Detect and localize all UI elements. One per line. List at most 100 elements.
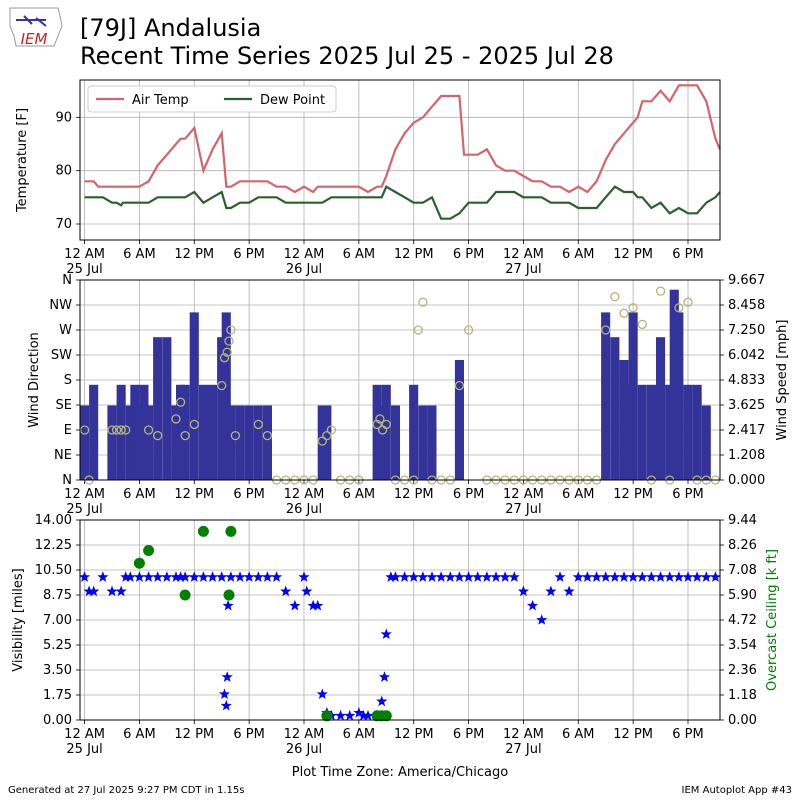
wind-speed-bar bbox=[628, 312, 638, 480]
visibility-star-marker bbox=[88, 585, 100, 597]
temp-series-line-0 bbox=[84, 84, 722, 194]
generated-footer: Generated at 27 Jul 2025 9:27 PM CDT in … bbox=[8, 785, 245, 796]
visibility-star-marker bbox=[133, 571, 146, 582]
visibility-star-marker bbox=[444, 571, 456, 582]
temp-y-axis-label: Temperature [F] bbox=[15, 108, 30, 213]
visibility-star-marker bbox=[435, 571, 447, 582]
ceiling-marker bbox=[225, 525, 237, 537]
visibility-star-marker bbox=[517, 585, 530, 597]
visibility-star-marker bbox=[261, 571, 274, 582]
vis-y2-tick-label: 0.00 bbox=[728, 713, 757, 728]
wind-direction-marker bbox=[418, 297, 428, 307]
wind-direction-marker bbox=[253, 419, 263, 430]
visibility-star-marker bbox=[563, 585, 575, 597]
visibility-star-marker bbox=[124, 571, 136, 582]
wind-x-date-label: 25 Jul bbox=[66, 502, 102, 517]
wind-speed-bar bbox=[317, 405, 327, 480]
temp-x-tick-label: 6 AM bbox=[343, 247, 376, 262]
wind-y-tick-label: SE bbox=[56, 398, 72, 413]
ceiling-marker bbox=[179, 589, 191, 601]
visibility-star-marker bbox=[376, 695, 388, 707]
temp-x-date-label: 27 Jul bbox=[505, 262, 541, 277]
visibility-star-marker bbox=[221, 671, 233, 682]
wind-x-tick-label: 12 PM bbox=[613, 487, 653, 502]
vis-y-tick-label: 8.75 bbox=[43, 588, 72, 603]
wind-speed-bar bbox=[217, 337, 227, 480]
visibility-star-marker bbox=[481, 571, 493, 582]
wind-y2-tick-label: 2.417 bbox=[728, 423, 765, 438]
visibility-star-marker bbox=[106, 585, 118, 597]
wind-direction-marker bbox=[463, 325, 474, 335]
temp-plot-border bbox=[79, 79, 721, 241]
vis-y-axis-label: Visibility [miles] bbox=[11, 568, 26, 671]
wind-speed-bar bbox=[619, 360, 629, 480]
wind-direction-marker bbox=[175, 397, 186, 407]
wind-speed-bar bbox=[198, 384, 208, 480]
visibility-star-marker bbox=[380, 628, 392, 639]
vis-x-date-label: 27 Jul bbox=[505, 742, 541, 757]
wind-direction-marker bbox=[372, 419, 382, 430]
wind-direction-marker bbox=[107, 425, 117, 435]
wind-speed-bar bbox=[454, 360, 464, 480]
temp-series-line-1 bbox=[84, 185, 721, 220]
wind-speed-bar bbox=[624, 384, 634, 480]
wind-x-tick-label: 12 AM bbox=[284, 487, 325, 502]
visibility-star-marker bbox=[654, 571, 667, 582]
wind-direction-marker bbox=[317, 436, 327, 446]
visibility-star-marker bbox=[206, 571, 219, 582]
wind-speed-bar bbox=[418, 405, 428, 480]
visibility-star-marker bbox=[462, 571, 475, 582]
vis-y2-tick-label: 4.72 bbox=[728, 613, 757, 628]
wind-direction-marker bbox=[326, 425, 337, 435]
vis-x-tick-label: 6 AM bbox=[123, 727, 156, 742]
wind-speed-bar bbox=[89, 384, 99, 480]
visibility-star-marker bbox=[97, 571, 109, 582]
wind-direction-marker bbox=[219, 353, 230, 363]
wind-x-tick-label: 6 AM bbox=[123, 487, 156, 502]
vis-x-tick-label: 6 PM bbox=[453, 727, 484, 742]
vis-y-tick-label: 5.25 bbox=[43, 638, 72, 653]
wind-speed-bar bbox=[656, 337, 666, 480]
wind-direction-marker bbox=[628, 303, 638, 313]
wind-direction-marker bbox=[222, 347, 232, 357]
visibility-star-marker bbox=[222, 599, 234, 611]
visibility-star-marker bbox=[453, 571, 466, 582]
wind-speed-bar bbox=[262, 405, 272, 480]
visibility-star-marker bbox=[301, 585, 313, 597]
vis-y2-tick-label: 7.08 bbox=[728, 563, 757, 578]
visibility-star-marker bbox=[700, 571, 712, 582]
wind-speed-bar bbox=[208, 384, 218, 480]
visibility-star-marker bbox=[280, 585, 292, 597]
wind-direction-marker bbox=[610, 292, 620, 302]
vis-plot-border bbox=[79, 519, 721, 721]
wind-speed-bar bbox=[125, 405, 135, 480]
visibility-star-marker bbox=[600, 571, 612, 582]
visibility-star-marker bbox=[709, 571, 722, 582]
temp-legend-box bbox=[87, 85, 337, 113]
temp-x-tick-label: 12 AM bbox=[284, 247, 325, 262]
vis-y-tick-label: 14.00 bbox=[35, 513, 72, 528]
wind-speed-bar bbox=[153, 337, 163, 480]
wind-speed-bar bbox=[601, 312, 611, 480]
visibility-star-marker bbox=[536, 614, 548, 625]
visibility-star-marker bbox=[490, 571, 502, 582]
vis-y2-tick-label: 9.44 bbox=[728, 513, 757, 528]
wind-direction-marker bbox=[143, 425, 154, 435]
wind-y2-axis-label: Wind Speed [mph] bbox=[775, 320, 790, 441]
wind-x-tick-label: 6 AM bbox=[562, 487, 595, 502]
wind-y-axis-label: Wind Direction bbox=[27, 332, 42, 428]
ceiling-marker bbox=[197, 525, 209, 537]
wind-speed-bar bbox=[701, 405, 711, 480]
visibility-star-marker bbox=[334, 709, 347, 721]
vis-y2-axis-label: Overcast Ceiling [k ft] bbox=[765, 549, 780, 691]
wind-y-tick-label: N bbox=[62, 273, 72, 288]
vis-x-tick-label: 6 AM bbox=[343, 727, 376, 742]
temp-x-tick-label: 6 PM bbox=[453, 247, 484, 262]
ceiling-marker bbox=[143, 545, 155, 556]
vis-x-tick-label: 12 AM bbox=[64, 727, 105, 742]
visibility-star-marker bbox=[312, 599, 324, 611]
temp-x-tick-label: 6 AM bbox=[123, 247, 156, 262]
wind-x-tick-label: 6 AM bbox=[343, 487, 376, 502]
wind-y-tick-label: SW bbox=[51, 348, 72, 363]
